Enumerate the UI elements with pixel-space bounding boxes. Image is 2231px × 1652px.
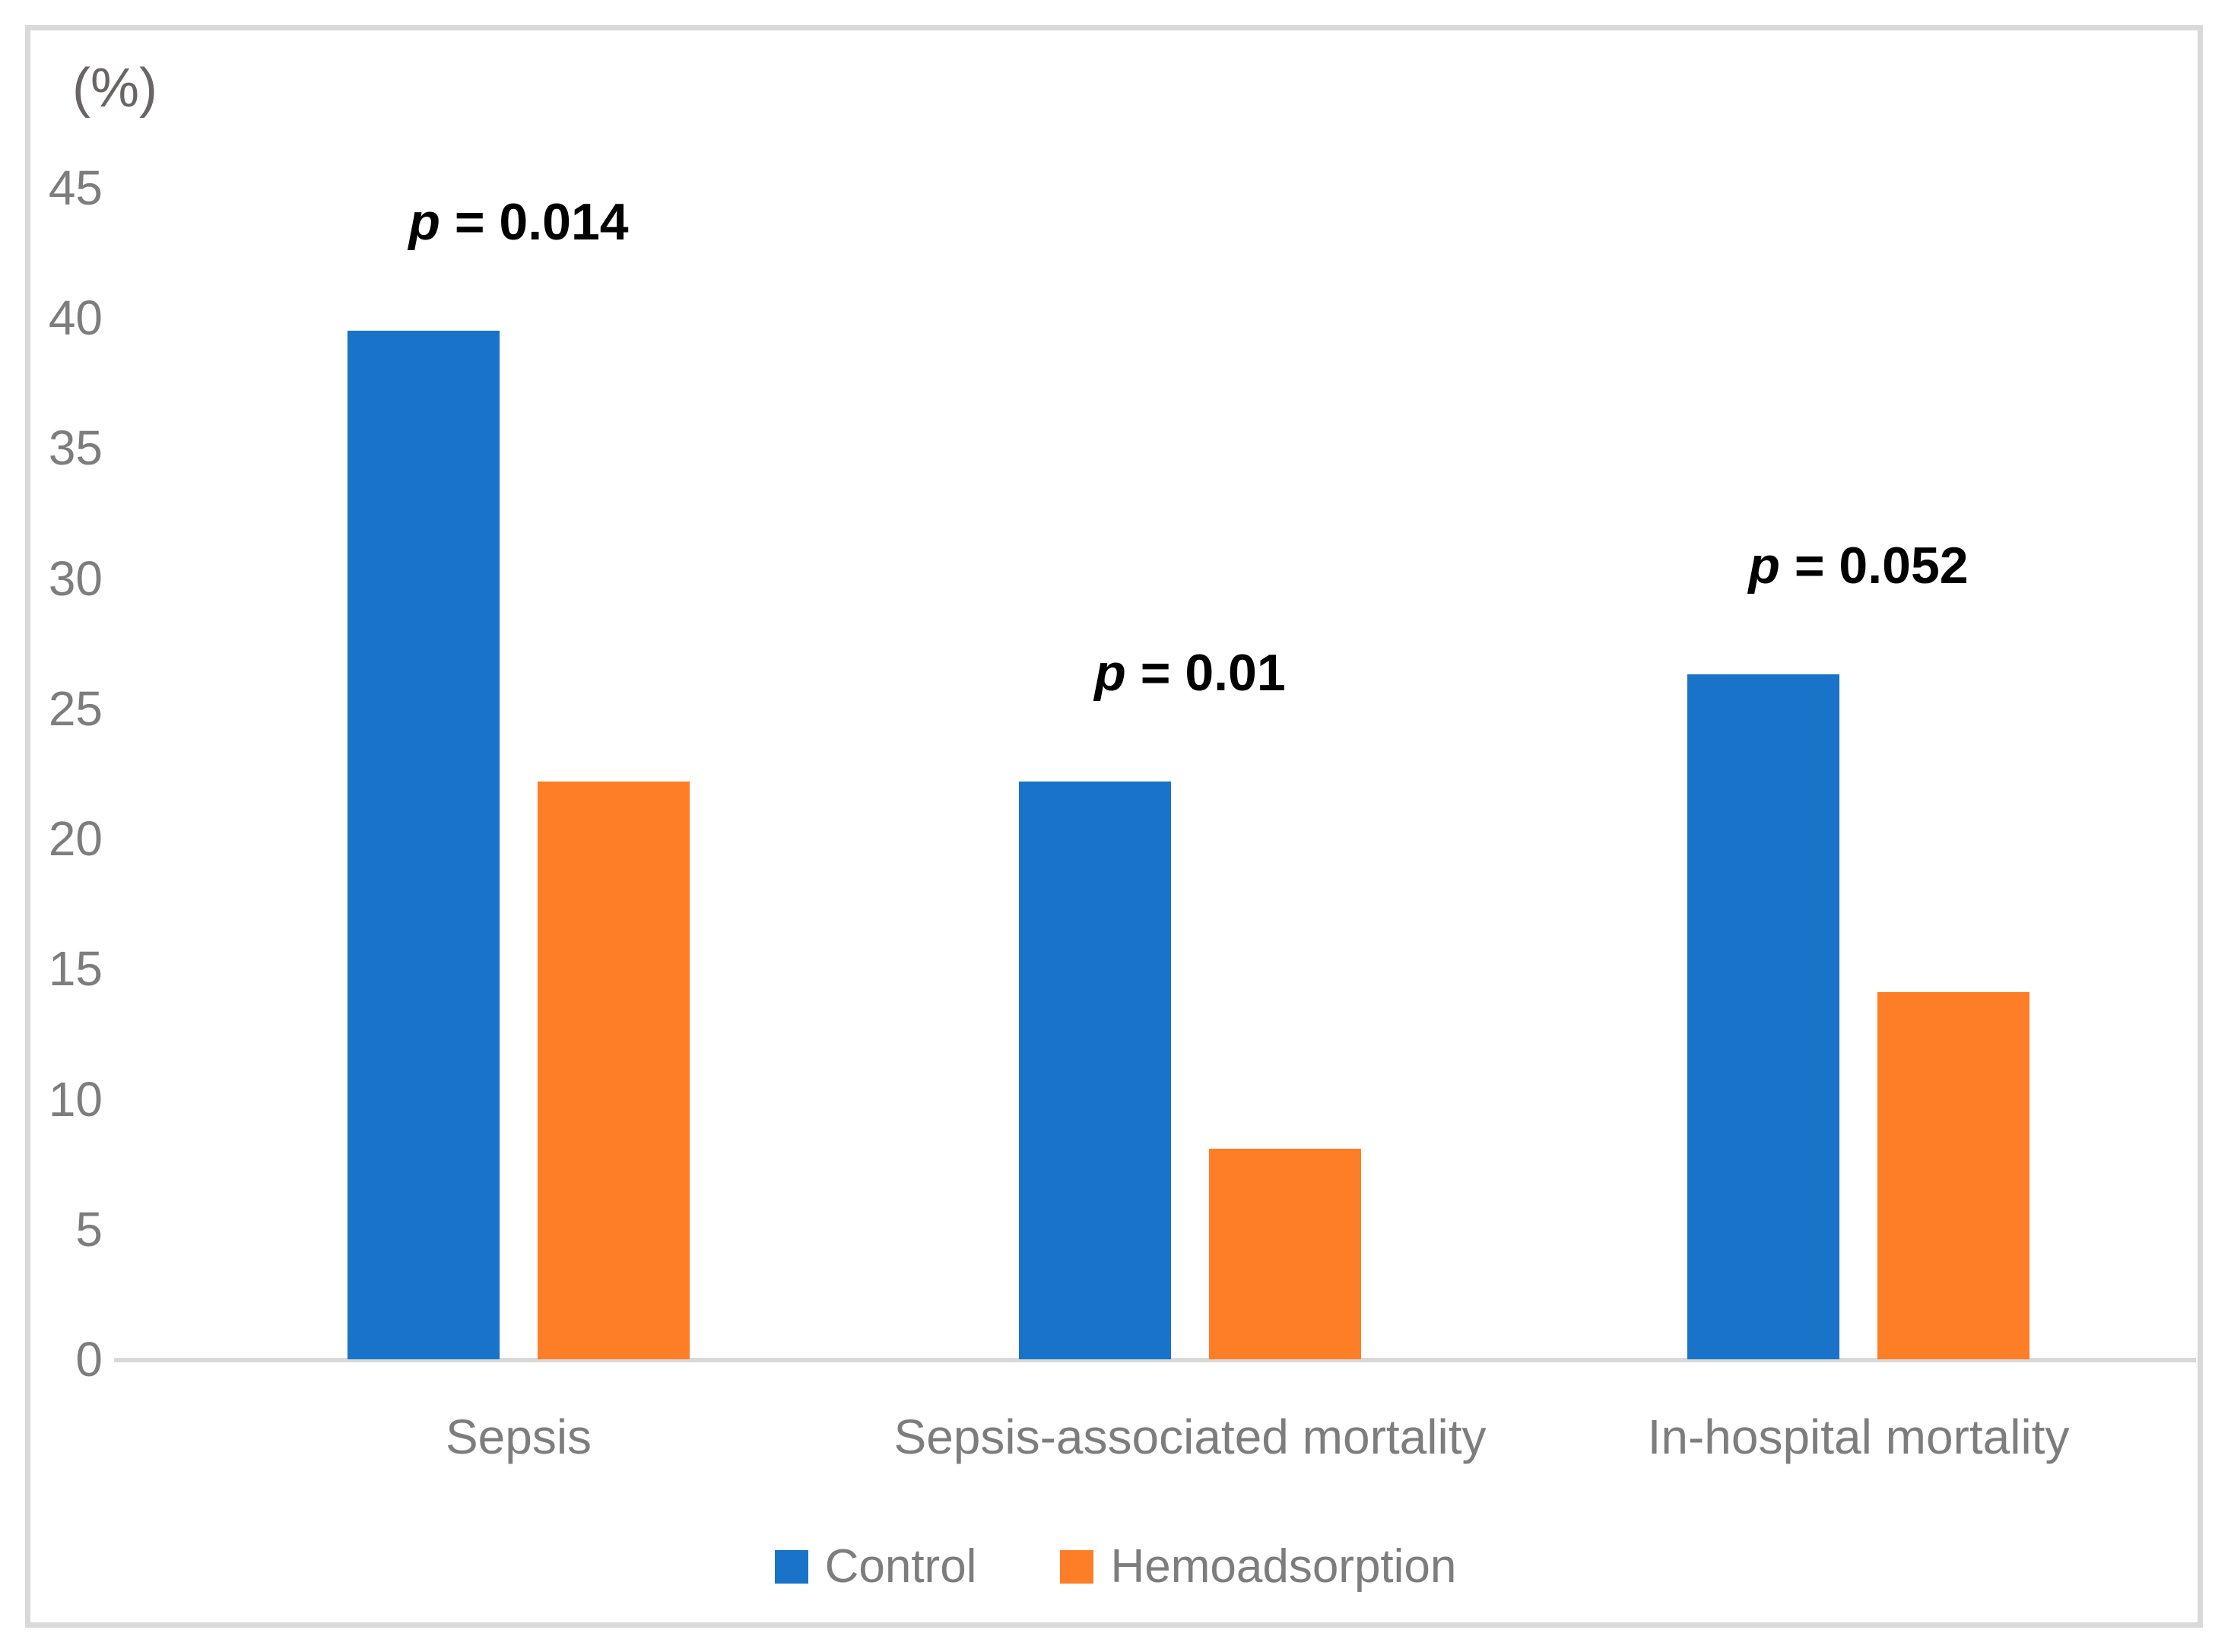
legend-item-hemoadsorption: Hemoadsorption — [1060, 1543, 1456, 1590]
y-tick-label-25: 25 — [48, 680, 103, 736]
y-tick-label-45: 45 — [48, 160, 103, 215]
y-tick-label-20: 20 — [48, 811, 103, 867]
legend-swatch-hemoadsorption — [1060, 1550, 1094, 1584]
legend-item-control: Control — [774, 1540, 977, 1593]
x-axis-label-3: In-hospital mortality — [1647, 1409, 2070, 1464]
y-tick-label-10: 10 — [48, 1071, 103, 1127]
legend-label-control: Control — [824, 1540, 977, 1593]
legend: Control Hemoadsorption — [0, 1540, 2231, 1593]
y-tick-label-40: 40 — [48, 290, 103, 346]
legend-swatch-control — [774, 1550, 808, 1584]
p-value-annotation-2: p = 0.01 — [1094, 643, 1286, 702]
y-tick-label-5: 5 — [75, 1201, 103, 1257]
y-tick-label-0: 0 — [75, 1332, 103, 1387]
y-tick-label-30: 30 — [48, 550, 103, 606]
y-tick-label-35: 35 — [48, 420, 103, 476]
y-tick-label-15: 15 — [48, 941, 103, 997]
x-axis-line — [114, 1358, 2196, 1362]
chart-border-frame — [25, 25, 2203, 1628]
p-value-annotation-3: p = 0.052 — [1748, 537, 1969, 595]
p-value-annotation-1: p = 0.014 — [408, 193, 629, 252]
bar-control-1 — [348, 331, 500, 1359]
x-axis-label-1: Sepsis — [445, 1409, 592, 1464]
bar-hemoadsorption-2 — [1209, 1148, 1361, 1359]
bar-hemoadsorption-3 — [1877, 992, 2029, 1359]
y-axis-unit-label: (%) — [72, 58, 157, 119]
bar-control-2 — [1019, 781, 1171, 1359]
x-axis-label-2: Sepsis-associated mortality — [893, 1409, 1487, 1464]
legend-label-hemoadsorption: Hemoadsorption — [1110, 1540, 1457, 1593]
bar-control-3 — [1687, 674, 1839, 1359]
bar-hemoadsorption-1 — [538, 781, 690, 1359]
